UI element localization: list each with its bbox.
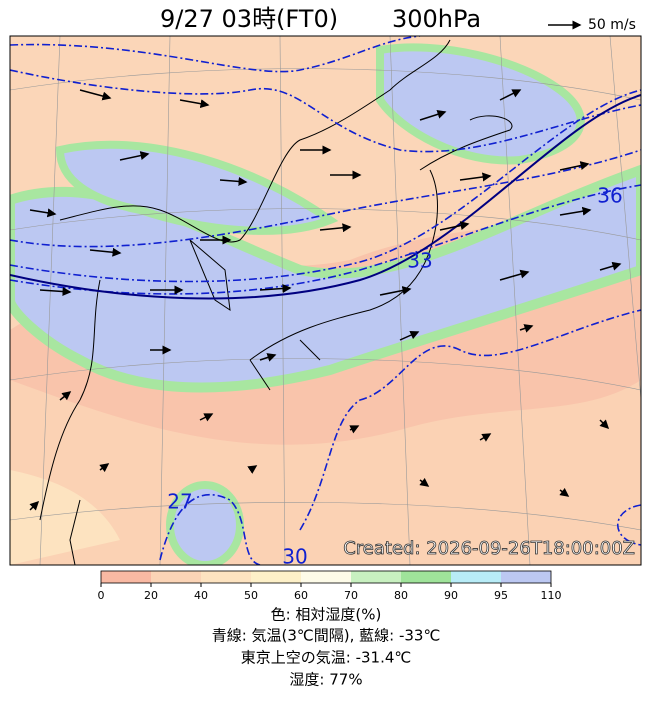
colorbar-tick-label: 0	[98, 589, 105, 602]
caption: 湿度: 77%	[289, 671, 362, 689]
title: 9/27 03時(FT0)	[160, 5, 338, 33]
level: 300hPa	[392, 5, 481, 33]
colorbar-tick-label: 70	[344, 589, 358, 602]
wind-arrow	[499, 89, 522, 101]
wind-arrow	[29, 208, 57, 218]
wind-arrow	[399, 330, 420, 341]
caption: 色: 相対湿度(%)	[271, 606, 382, 624]
caption: 青線: 気温(3℃間隔), 藍線: -33℃	[212, 627, 441, 645]
wind-arrow	[479, 433, 492, 442]
colorbar-tick-label: 50	[244, 589, 258, 602]
colorbar-tick-label: 110	[541, 589, 562, 602]
colorbar-segment	[351, 571, 401, 583]
wind-arrow	[599, 261, 622, 271]
colorbar-tick-label: 20	[144, 589, 158, 602]
wind-arrow	[29, 500, 40, 511]
wind-arrow	[219, 176, 248, 186]
wind-arrow	[419, 109, 447, 121]
colorbar: 0 20 40 50 60 70 80 90 95 110	[98, 570, 562, 602]
contour-label: 30	[282, 545, 307, 569]
arrow-legend: 50 m/s	[588, 17, 636, 33]
wind-arrow	[119, 151, 150, 161]
colorbar-tick-label: 40	[194, 589, 208, 602]
wind-arrow	[559, 161, 590, 171]
wind-arrow	[199, 413, 214, 422]
contour-label: 27	[167, 490, 192, 514]
contour-label: 33	[407, 249, 432, 273]
wind-arrow	[259, 353, 277, 362]
wind-arrow	[519, 324, 534, 333]
wind-arrow	[79, 89, 112, 101]
wind-arrow	[599, 419, 610, 430]
wind-arrow	[559, 487, 570, 497]
wind-arrow	[99, 463, 110, 473]
wind-arrow	[439, 221, 470, 231]
colorbar-tick-label: 80	[394, 589, 408, 602]
colorbar-segment	[251, 571, 301, 583]
map: 36 33 27 30 Created: 2026-09-26T18:00:00…	[10, 36, 641, 569]
wind-arrow	[459, 172, 492, 182]
wind-arrow	[179, 99, 210, 109]
wind-arrow	[39, 287, 72, 296]
colorbar-segment	[401, 571, 451, 583]
colorbar-segment	[151, 571, 201, 583]
colorbar-tick-label: 95	[494, 589, 508, 602]
wind-arrow	[499, 269, 530, 281]
created: Created: 2026-09-26T18:00:00Z	[343, 538, 635, 559]
colorbar-segment	[451, 571, 501, 583]
caption: 東京上空の気温: -31.4℃	[241, 649, 411, 667]
colorbar-segment	[201, 571, 251, 583]
colorbar-segment	[501, 571, 551, 583]
wind-arrow	[559, 206, 592, 216]
wind-arrow	[349, 425, 360, 434]
map-frame	[9, 35, 642, 566]
colorbar-tick-label: 60	[294, 589, 308, 602]
wind-arrow	[319, 223, 352, 233]
colorbar-tick-label: 90	[444, 589, 458, 602]
contour-label: 36	[597, 184, 622, 208]
wind-arrow	[89, 247, 122, 257]
colorbar-frame	[100, 570, 552, 584]
colorbar-segment	[301, 571, 351, 583]
wind-arrow	[259, 284, 292, 293]
wind-arrow	[419, 477, 430, 487]
wind-arrow	[59, 391, 72, 401]
wind-arrow	[247, 465, 258, 474]
wind-arrow	[379, 286, 412, 296]
colorbar-segment	[101, 571, 151, 583]
